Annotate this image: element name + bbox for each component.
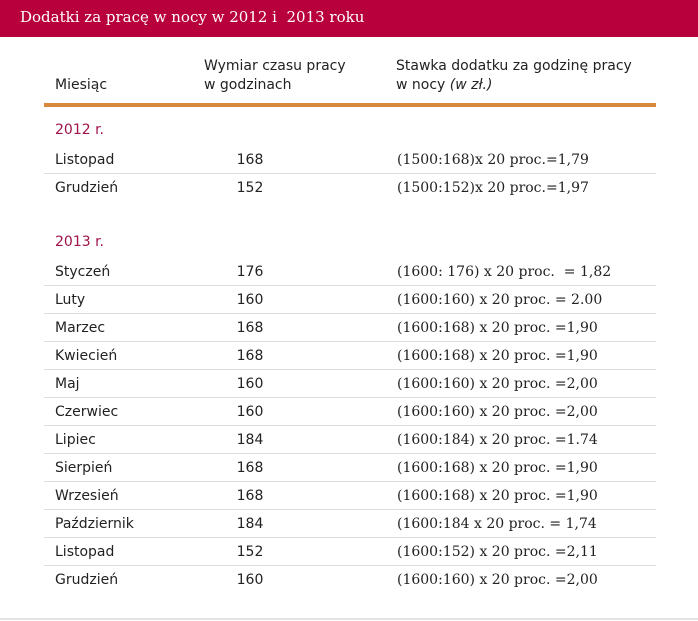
cell-month: Styczeń — [55, 264, 111, 280]
cell-month: Marzec — [55, 320, 106, 336]
table-row: Wrzesień 168 (1600:168) x 20 proc. =1,90 — [44, 482, 656, 510]
cell-hours: 160 — [236, 404, 264, 420]
cell-hours: 168 — [236, 460, 264, 476]
cell-hours: 168 — [236, 152, 264, 168]
table-row: Styczeń 176 (1600: 176) x 20 proc. = 1,82 — [44, 258, 656, 286]
cell-rate: (1600:160) x 20 proc. = 2.00 — [397, 292, 603, 308]
cell-month: Grudzień — [55, 572, 119, 588]
column-header-rate-line2: w nocy (w zł.) — [396, 76, 632, 95]
cell-hours: 168 — [236, 348, 264, 364]
column-header-month: Miesiąc — [55, 77, 108, 93]
cell-rate: (1600:168) x 20 proc. =1,90 — [397, 460, 598, 476]
table-row: Luty 160 (1600:160) x 20 proc. = 2.00 — [44, 286, 656, 314]
cell-rate: (1600:184) x 20 proc. =1.74 — [397, 432, 598, 448]
cell-rate: (1600:160) x 20 proc. =2,00 — [397, 376, 598, 392]
cell-rate: (1600:168) x 20 proc. =1,90 — [397, 348, 598, 364]
cell-month: Maj — [55, 376, 80, 392]
cell-hours: 152 — [236, 180, 264, 196]
column-header-rate-line1: Stawka dodatku za godzinę pracy — [396, 58, 632, 74]
cell-month: Październik — [55, 516, 134, 532]
table-row: Grudzień 160 (1600:160) x 20 proc. =2,00 — [44, 566, 656, 594]
year-label: 2013 r. — [55, 234, 104, 250]
cell-rate: (1500:152)x 20 proc.=1,97 — [397, 180, 589, 196]
cell-hours: 184 — [236, 432, 264, 448]
table-row: Listopad 168 (1500:168)x 20 proc.=1,79 — [44, 146, 656, 174]
cell-month: Lipiec — [55, 432, 96, 448]
column-header-hours-line2: w godzinach — [204, 77, 292, 93]
title-bar: Dodatki za pracę w nocy w 2012 i 2013 ro… — [0, 0, 698, 37]
cell-month: Grudzień — [55, 180, 119, 196]
cell-month: Listopad — [55, 544, 115, 560]
table-row: Maj 160 (1600:160) x 20 proc. =2,00 — [44, 370, 656, 398]
header-divider — [44, 103, 656, 107]
table-row: Marzec 168 (1600:168) x 20 proc. =1,90 — [44, 314, 656, 342]
table-row: Czerwiec 160 (1600:160) x 20 proc. =2,00 — [44, 398, 656, 426]
table-row: Lipiec 184 (1600:184) x 20 proc. =1.74 — [44, 426, 656, 454]
cell-hours: 160 — [236, 292, 264, 308]
table-row: Październik 184 (1600:184 x 20 proc. = 1,7… — [44, 510, 656, 538]
cell-rate: (1600:152) x 20 proc. =2,11 — [397, 544, 598, 560]
cell-rate: (1500:168)x 20 proc.=1,79 — [397, 152, 589, 168]
table-row: Sierpień 168 (1600:168) x 20 proc. =1,90 — [44, 454, 656, 482]
cell-hours: 168 — [236, 320, 264, 336]
column-header-hours-line1: Wymiar czasu pracy — [204, 58, 346, 74]
bottom-divider — [0, 618, 698, 620]
cell-month: Wrzesień — [55, 488, 119, 504]
page-title: Dodatki za pracę w nocy w 2012 i 2013 ro… — [20, 8, 365, 26]
cell-hours: 160 — [236, 572, 264, 588]
cell-hours: 176 — [236, 264, 264, 280]
cell-hours: 168 — [236, 488, 264, 504]
cell-rate: (1600: 176) x 20 proc. = 1,82 — [397, 264, 612, 280]
cell-rate: (1600:168) x 20 proc. =1,90 — [397, 320, 598, 336]
cell-rate: (1600:184 x 20 proc. = 1,74 — [397, 516, 597, 532]
cell-hours: 160 — [236, 376, 264, 392]
table-row: Listopad 152 (1600:152) x 20 proc. =2,11 — [44, 538, 656, 566]
table-row: Kwiecień 168 (1600:168) x 20 proc. =1,90 — [44, 342, 656, 370]
cell-month: Kwiecień — [55, 348, 118, 364]
cell-month: Sierpień — [55, 460, 113, 476]
column-header-rate-unit: (w zł.) — [449, 77, 493, 93]
table-row: Grudzień 152 (1500:152)x 20 proc.=1,97 — [44, 174, 656, 202]
cell-rate: (1600:160) x 20 proc. =2,00 — [397, 572, 598, 588]
cell-month: Luty — [55, 292, 86, 308]
cell-month: Czerwiec — [55, 404, 119, 420]
year-label: 2012 r. — [55, 122, 104, 138]
cell-hours: 152 — [236, 544, 264, 560]
cell-month: Listopad — [55, 152, 115, 168]
cell-hours: 184 — [236, 516, 264, 532]
column-header-rate-line2-text: w nocy — [396, 77, 446, 93]
column-header-hours: Wymiar czasu pracy w godzinach — [204, 57, 346, 95]
cell-rate: (1600:160) x 20 proc. =2,00 — [397, 404, 598, 420]
column-header-rate: Stawka dodatku za godzinę pracy w nocy (… — [396, 57, 632, 95]
cell-rate: (1600:168) x 20 proc. =1,90 — [397, 488, 598, 504]
